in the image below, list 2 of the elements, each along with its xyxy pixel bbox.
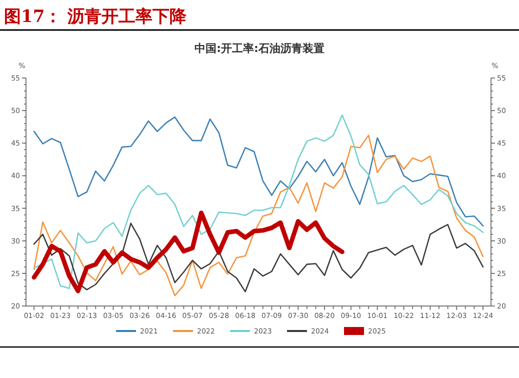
chart-subtitle: 中国:开工率:石油沥青装置: [194, 42, 324, 55]
chart-title: 图17： 沥青开工率下降: [4, 7, 188, 27]
